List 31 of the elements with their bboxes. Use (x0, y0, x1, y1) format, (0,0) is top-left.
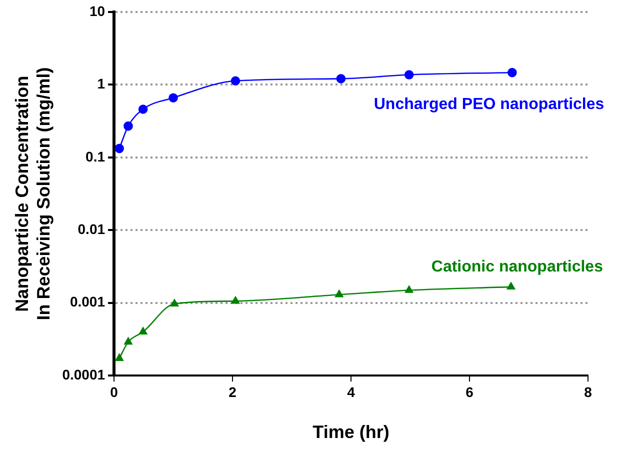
y-tick-label: 0.1 (86, 148, 106, 164)
x-tick-label: 0 (110, 384, 118, 400)
y-tick-label: 1 (97, 76, 106, 92)
point (506, 282, 516, 290)
point (115, 354, 124, 361)
point (170, 299, 179, 306)
point (124, 121, 133, 131)
point (168, 93, 178, 102)
y-tick-label: 10 (89, 2, 106, 19)
point (138, 104, 148, 114)
point (336, 74, 346, 84)
point (230, 76, 240, 86)
point (335, 290, 344, 298)
y-tick-label: 0.001 (70, 294, 106, 310)
point (404, 70, 414, 80)
point (124, 337, 132, 345)
series-label: Cationic nanoparticles (431, 258, 604, 276)
series-label: Uncharged PEO nanoparticles (374, 96, 604, 113)
x-tick-label: 8 (584, 384, 592, 400)
point (508, 68, 517, 78)
x-tick-label: 2 (228, 384, 237, 400)
point (231, 296, 240, 304)
x-tick-label: 6 (466, 384, 474, 400)
y-tick-label: 0.0001 (62, 366, 106, 382)
point (114, 144, 124, 154)
y-axis-title: Nanoparticle Concentration In Receiving Solution (mg/ml) (12, 67, 54, 320)
x-axis-title: Time (hr) (312, 422, 390, 442)
point (404, 286, 414, 293)
point (138, 327, 148, 334)
y-tick-label: 0.01 (78, 221, 106, 238)
x-tick-label: 4 (347, 384, 356, 400)
